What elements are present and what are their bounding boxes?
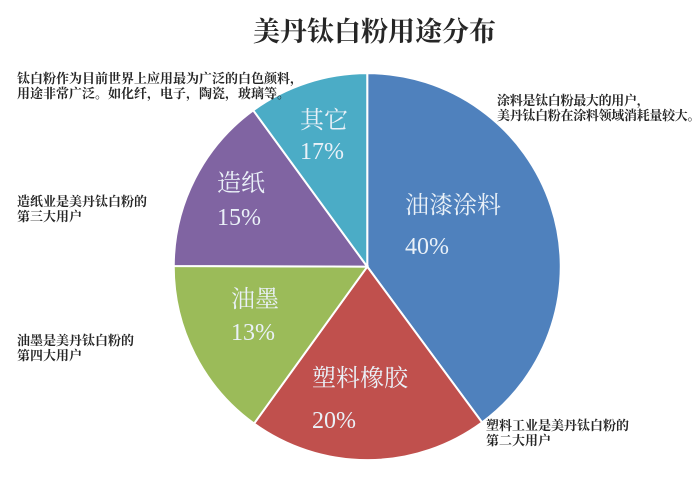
- svg-text:造纸: 造纸: [217, 170, 265, 197]
- svg-text:40%: 40%: [405, 234, 449, 260]
- svg-text:油墨: 油墨: [231, 286, 279, 313]
- svg-text:17%: 17%: [300, 139, 344, 165]
- svg-text:油漆涂料: 油漆涂料: [405, 192, 501, 219]
- svg-text:塑料橡胶: 塑料橡胶: [312, 365, 409, 392]
- svg-text:其它: 其它: [300, 107, 348, 134]
- svg-text:20%: 20%: [312, 408, 356, 434]
